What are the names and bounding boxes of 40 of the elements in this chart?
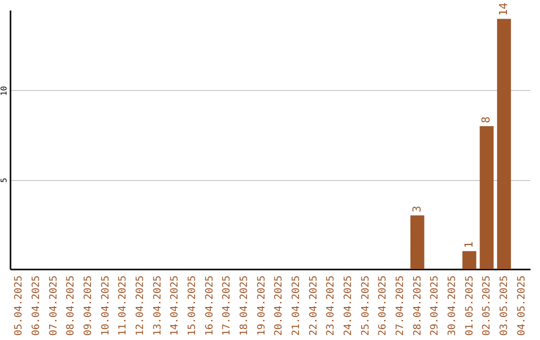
y-tick-label: 5: [0, 178, 8, 183]
data-label: 1: [462, 242, 476, 248]
x-tick-label: 25.04.2025: [360, 276, 372, 336]
x-tick-label: 20.04.2025: [274, 276, 285, 336]
x-tick-label: 27.04.2025: [395, 276, 406, 336]
x-tick-label: 19.04.2025: [256, 276, 268, 336]
x-tick-label: 30.04.2025: [447, 276, 458, 336]
x-tick-label: 06.04.2025: [31, 276, 42, 336]
bar: [480, 126, 494, 269]
x-tick-label: 09.04.2025: [83, 276, 94, 336]
y-tick-label: 10: [0, 86, 8, 96]
x-tick-label: 12.04.2025: [135, 276, 146, 336]
x-tick-label: 07.04.2025: [48, 276, 60, 336]
x-tick-label: 01.05.2025: [464, 276, 476, 336]
x-tick-label: 14.04.2025: [170, 276, 181, 336]
x-tick-label: 10.04.2025: [100, 276, 112, 336]
x-tick-label: 04.05.2025: [516, 276, 528, 336]
x-tick-label: 26.04.2025: [378, 276, 389, 336]
x-tick-label: 21.04.2025: [291, 276, 302, 336]
bar: [497, 18, 511, 269]
x-tick-label: 22.04.2025: [308, 276, 320, 336]
data-label: 8: [480, 116, 493, 124]
x-tick-label: 11.04.2025: [118, 276, 129, 336]
x-tick-label: 15.04.2025: [187, 276, 198, 336]
x-tick-label: 17.04.2025: [222, 276, 233, 336]
data-label: 3: [410, 206, 424, 212]
x-tick-label: 23.04.2025: [326, 276, 337, 336]
bar: [462, 251, 476, 269]
x-tick-label: 08.04.2025: [66, 276, 77, 336]
x-tick-label: 24.04.2025: [343, 276, 354, 336]
x-tick-label: 03.05.2025: [499, 276, 510, 336]
data-label: 14: [497, 2, 510, 16]
bar: [410, 215, 424, 269]
x-tick-label: 28.04.2025: [412, 276, 424, 336]
x-tick-label: 13.04.2025: [152, 276, 164, 336]
x-tick-label: 18.04.2025: [239, 276, 250, 336]
x-tick-label: 05.04.2025: [14, 276, 25, 336]
x-tick-label: 02.05.2025: [482, 276, 493, 336]
x-tick-label: 29.04.2025: [430, 276, 441, 336]
x-tick-label: 16.04.2025: [204, 276, 216, 336]
